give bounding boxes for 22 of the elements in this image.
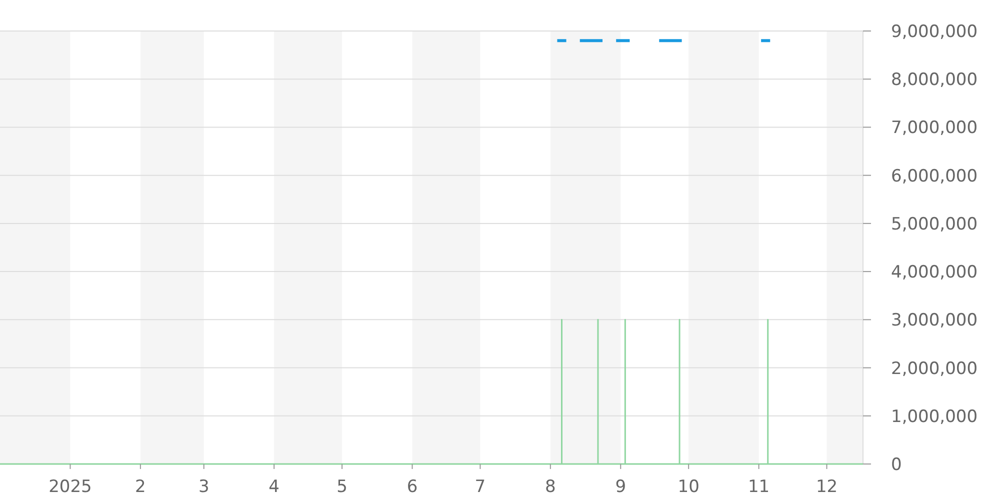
x-tick-label: 3 <box>198 477 210 497</box>
y-tick-label: 3,000,000 <box>891 310 978 331</box>
x-tick-label: 11 <box>748 477 770 497</box>
x-tick-label: 9 <box>615 477 626 497</box>
x-tick-label: 6 <box>406 477 418 497</box>
y-tick-label: 8,000,000 <box>891 70 978 90</box>
y-tick-label: 6,000,000 <box>891 166 978 186</box>
x-tick-label: 2025 <box>48 477 92 497</box>
x-tick-label: 8 <box>545 477 556 497</box>
x-tick-label: 7 <box>474 477 486 497</box>
y-tick-label: 7,000,000 <box>891 118 978 138</box>
y-tick-label: 4,000,000 <box>891 262 978 283</box>
x-tick-label: 4 <box>268 477 280 497</box>
y-tick-label: 9,000,000 <box>891 22 978 42</box>
y-tick-label: 2,000,000 <box>891 358 978 379</box>
y-tick-label: 1,000,000 <box>891 406 978 427</box>
x-tick-label: 12 <box>816 477 838 497</box>
y-tick-label: 5,000,000 <box>891 214 978 234</box>
x-tick-label: 10 <box>678 477 700 497</box>
x-tick-label: 5 <box>336 477 348 497</box>
y-tick-label: 0 <box>891 455 902 475</box>
x-tick-label: 2 <box>135 477 146 497</box>
